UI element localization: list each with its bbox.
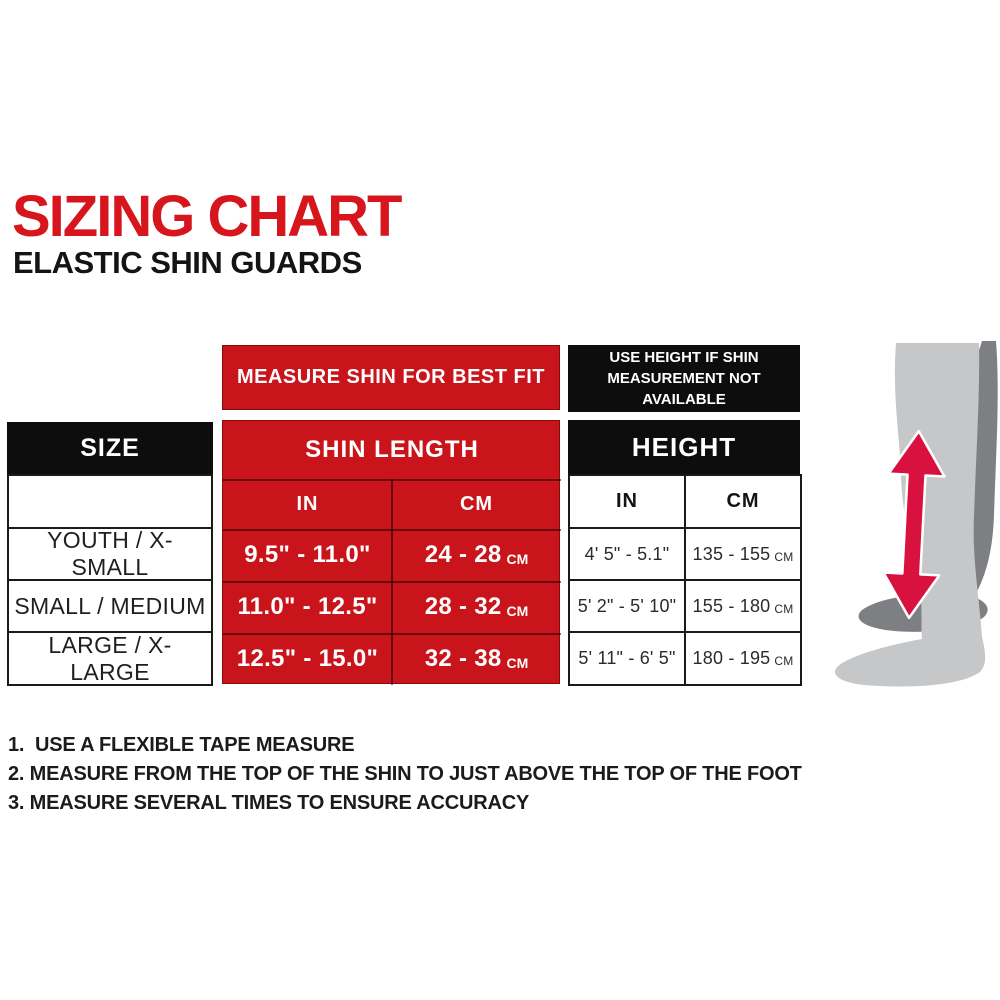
cm-unit-label: CM: [506, 550, 529, 567]
instruction-1: 1. USE A FLEXIBLE TAPE MEASURE: [8, 734, 355, 756]
size-row-small-medium: SMALL / MEDIUM: [7, 579, 213, 633]
height-in-large: 5' 11" - 6' 5": [568, 631, 686, 686]
leg-illustration-svg: [835, 341, 998, 687]
shin-cm-small: 28 - 32 CM: [392, 581, 561, 633]
height-in-small: 5' 2" - 5' 10": [568, 579, 686, 633]
column-header-size: SIZE: [7, 422, 213, 474]
shin-measurement-illustration: [822, 333, 1000, 691]
height-cm-value: 155 - 180: [692, 595, 771, 616]
shin-in-value: 9.5" - 11.0": [244, 541, 371, 568]
height-in-youth: 4' 5" - 5.1": [568, 527, 686, 581]
height-unit-cm: CM: [684, 474, 802, 529]
height-in-value: 4' 5" - 5.1": [584, 543, 670, 564]
height-cm-value: 135 - 155: [692, 543, 771, 564]
column-header-height: HEIGHT: [568, 420, 800, 474]
shin-cm-value: 28 - 32: [424, 593, 502, 620]
height-cm-small: 155 - 180 CM: [684, 579, 802, 633]
banner-measure-shin: MEASURE SHIN FOR BEST FIT: [222, 345, 560, 410]
instruction-3: 3. MEASURE SEVERAL TIMES TO ENSURE ACCUR…: [8, 792, 530, 814]
shin-unit-cm: CM: [459, 492, 494, 515]
height-cm-youth: 135 - 155 CM: [684, 527, 802, 581]
shin-unit-in: IN: [296, 492, 319, 515]
shin-in-value: 11.0" - 12.5": [237, 593, 378, 620]
cm-unit-label: CM: [506, 602, 529, 619]
cm-unit-label: CM: [774, 601, 794, 616]
height-in-value: 5' 2" - 5' 10": [577, 595, 677, 616]
height-cm-value: 180 - 195: [692, 648, 771, 668]
measure-arrow-icon: [882, 429, 946, 620]
banner-use-height: USE HEIGHT IF SHIN MEASUREMENT NOT AVAIL…: [568, 345, 800, 412]
shin-length-table: SHIN LENGTH IN CM 9.5" - 11.0" 24 - 28 C…: [222, 420, 561, 685]
shin-in-small: 11.0" - 12.5": [223, 581, 392, 633]
cm-unit-label: CM: [506, 654, 529, 671]
height-cm-large: 180 - 195 CM: [684, 631, 802, 686]
height-unit-in: IN: [568, 474, 686, 529]
shin-cm-value: 24 - 28: [424, 541, 502, 568]
shin-in-large: 12.5" - 15.0": [223, 633, 392, 685]
shin-cm-value: 32 - 38: [424, 645, 502, 672]
divider: [391, 479, 393, 685]
height-in-value: 5' 11" - 6' 5": [578, 648, 676, 668]
page-subtitle: ELASTIC SHIN GUARDS: [13, 245, 362, 280]
size-row-large-x-large: LARGE / X-LARGE: [7, 631, 213, 686]
page-title: SIZING CHART: [12, 184, 402, 249]
instruction-2: 2. MEASURE FROM THE TOP OF THE SHIN TO J…: [8, 763, 802, 785]
shin-in-value: 12.5" - 15.0": [236, 645, 379, 672]
shin-cm-youth: 24 - 28 CM: [392, 529, 561, 581]
cm-unit-label: CM: [774, 654, 794, 668]
size-empty-cell: [7, 474, 213, 529]
column-header-shin-length: SHIN LENGTH: [305, 436, 479, 463]
shin-in-youth: 9.5" - 11.0": [223, 529, 392, 581]
shin-cm-large: 32 - 38 CM: [392, 633, 561, 685]
size-row-youth-x-small: YOUTH / X-SMALL: [7, 527, 213, 581]
cm-unit-label: CM: [774, 549, 794, 564]
instructions-list: 1. USE A FLEXIBLE TAPE MEASURE 2. MEASUR…: [8, 731, 858, 818]
